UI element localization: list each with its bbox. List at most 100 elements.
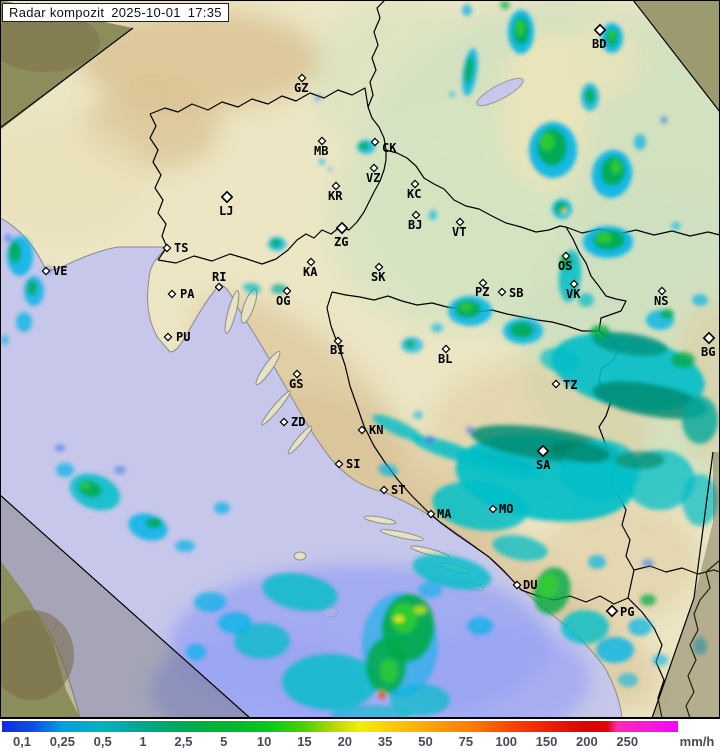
precipitation-cell xyxy=(466,426,474,434)
city-diamond-icon xyxy=(279,417,289,427)
precipitation-cell xyxy=(462,4,472,16)
precipitation-cell xyxy=(372,414,424,442)
legend-tick: 150 xyxy=(535,734,558,749)
city-marker-VE: VE xyxy=(41,264,67,278)
city-label: BG xyxy=(701,345,715,359)
radar-map-canvas: VE TS GZ MB CK VZ KR KC ZG BJ VT BD LJ KA OG RI PA PU SK PZ… xyxy=(0,0,720,718)
precipitation-cell xyxy=(578,293,594,307)
city-diamond-icon xyxy=(569,279,579,289)
precipitation-cell xyxy=(671,222,681,230)
precipitation-cell xyxy=(378,463,398,477)
city-diamond-icon xyxy=(334,459,344,469)
city-marker-GZ: GZ xyxy=(294,73,308,95)
city-layer: VE TS GZ MB CK VZ KR KC ZG BJ VT BD LJ KA OG RI PA PU SK PZ… xyxy=(41,23,715,619)
city-label: OG xyxy=(276,294,290,308)
precipitation-cell xyxy=(315,95,321,101)
city-marker-NS: NS xyxy=(654,286,668,308)
precipitation-cell xyxy=(330,705,410,718)
city-marker-PA: PA xyxy=(167,287,195,301)
city-diamond-icon xyxy=(497,287,507,297)
product-time: 17:35 xyxy=(187,5,222,20)
city-label: VE xyxy=(53,264,67,278)
city-label: MO xyxy=(499,502,513,516)
precipitation-cell xyxy=(4,234,12,242)
city-label: KR xyxy=(328,189,343,203)
legend-tick: 0,1 xyxy=(12,734,32,749)
precipitation-cell xyxy=(640,594,656,606)
city-diamond-icon xyxy=(441,344,451,354)
city-marker-TS: TS xyxy=(162,241,188,255)
precipitation-cell xyxy=(464,56,474,84)
precipitation-cell xyxy=(405,340,415,348)
precipitation-cell xyxy=(692,294,708,306)
city-marker-ZG: ZG xyxy=(334,221,348,249)
city-diamond-icon xyxy=(317,136,327,146)
precipitation-cell xyxy=(425,436,435,444)
precipitation-cell xyxy=(540,347,580,373)
legend-tick: 0,5 xyxy=(93,734,112,749)
city-label: BJ xyxy=(408,218,422,232)
city-marker-VZ: VZ xyxy=(366,163,380,185)
precipitation-cell xyxy=(9,241,21,263)
legend-tick: 75 xyxy=(458,734,474,749)
precipitation-cell xyxy=(234,623,290,659)
precipitation-cell xyxy=(500,1,510,9)
city-label: LJ xyxy=(219,204,233,218)
city-marker-ZD: ZD xyxy=(279,415,305,429)
precipitation-cell xyxy=(592,381,708,419)
city-diamond-icon xyxy=(593,23,607,37)
city-marker-MA: MA xyxy=(426,507,452,521)
city-label: OS xyxy=(558,259,572,273)
precipitation-cell xyxy=(596,637,634,663)
city-label: BI xyxy=(330,343,344,357)
legend-tick: 250 xyxy=(616,734,639,749)
city-diamond-icon xyxy=(605,604,619,618)
city-marker-ST: ST xyxy=(379,483,405,497)
precipitation-cell xyxy=(175,540,195,552)
precipitation-cell xyxy=(671,352,695,368)
city-label: NS xyxy=(654,294,668,308)
product-date: 2025-10-01 xyxy=(111,5,181,20)
precipitation-cell xyxy=(55,444,65,452)
city-marker-KN: KN xyxy=(357,423,383,437)
city-diamond-icon xyxy=(657,286,667,296)
precipitation-cell xyxy=(561,610,609,644)
precipitation-cell xyxy=(328,167,332,171)
precipitation-cell xyxy=(16,312,32,332)
precipitation-cell xyxy=(467,617,493,635)
precipitation-cell xyxy=(634,134,646,150)
city-marker-DU: DU xyxy=(512,578,537,592)
city-label: PZ xyxy=(475,285,489,299)
precipitation-cell xyxy=(194,592,226,612)
city-diamond-icon xyxy=(333,336,343,346)
precipitation-cell xyxy=(413,411,423,419)
city-label: PA xyxy=(180,287,195,301)
city-marker-BJ: BJ xyxy=(408,210,422,232)
city-diamond-icon xyxy=(455,217,465,227)
legend-tick: 0,25 xyxy=(49,734,75,749)
precipitation-cell xyxy=(611,160,621,174)
city-marker-SA: SA xyxy=(536,444,551,472)
precipitation-cell xyxy=(414,606,426,614)
product-title: Radar kompozit xyxy=(9,5,105,20)
precipitation-cell xyxy=(449,91,455,97)
precipitation-cell xyxy=(359,142,369,150)
precipitation-layer xyxy=(1,1,718,718)
city-marker-VK: VK xyxy=(566,279,581,301)
city-label: TS xyxy=(174,241,188,255)
city-marker-PZ: PZ xyxy=(475,278,489,299)
city-label: SI xyxy=(346,457,360,471)
precipitation-cell xyxy=(27,280,37,296)
city-diamond-icon xyxy=(478,278,488,288)
city-marker-OG: OG xyxy=(276,286,292,308)
city-label: KN xyxy=(369,423,383,437)
precipitation-cell xyxy=(540,133,554,151)
city-diamond-icon xyxy=(282,286,292,296)
precipitation-cell xyxy=(550,441,610,463)
legend-tick: 15 xyxy=(297,734,312,749)
precipitation-cell xyxy=(615,451,665,469)
city-label: TZ xyxy=(563,378,577,392)
city-diamond-icon xyxy=(167,289,177,299)
precipitation-cell xyxy=(609,30,615,40)
city-diamond-icon xyxy=(379,485,389,495)
